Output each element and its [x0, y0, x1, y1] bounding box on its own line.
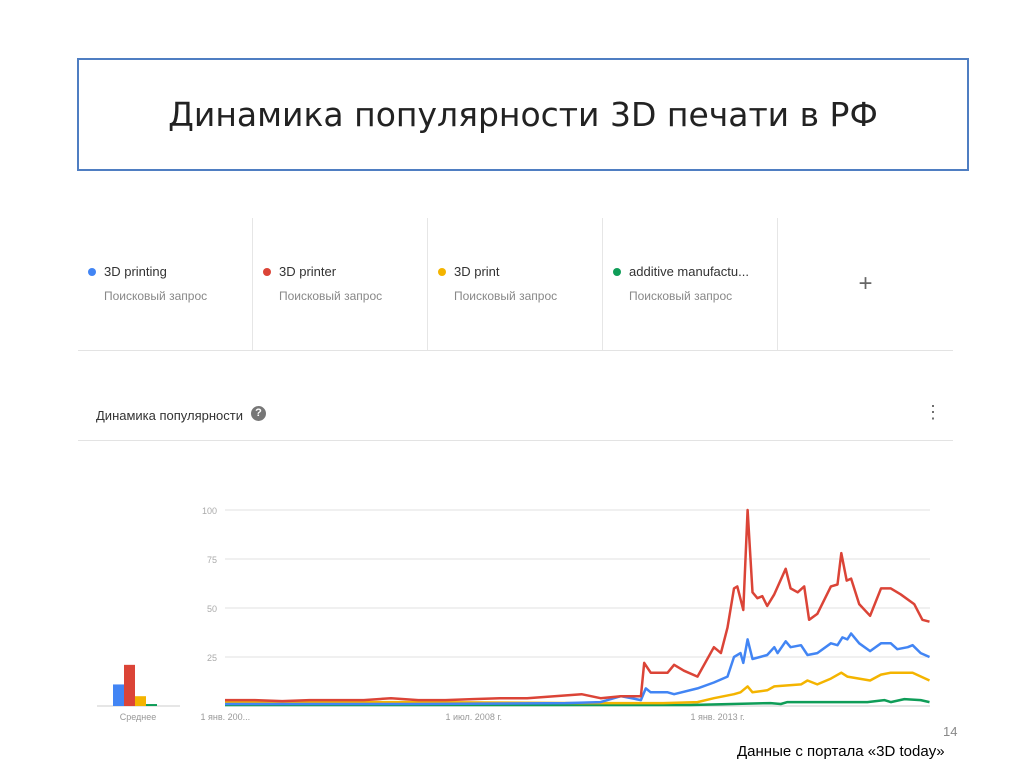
more-menu-icon[interactable]: ⋮ [924, 402, 942, 422]
term-card-additive-manufacturing[interactable]: additive manufactu... Поисковый запрос [603, 218, 778, 350]
source-footer: Данные с портала «3D today» [737, 743, 945, 760]
term-card-3d-printer[interactable]: 3D printer Поисковый запрос [253, 218, 428, 350]
panel-title: Динамика популярности [96, 408, 243, 423]
term-type: Поисковый запрос [454, 289, 558, 303]
term-type: Поисковый запрос [629, 289, 733, 303]
add-term-button[interactable]: + [858, 270, 873, 297]
x-tick-label: 1 янв. 200... [201, 712, 251, 722]
term-label: 3D printer [279, 264, 337, 279]
y-tick-label: 25 [207, 653, 217, 663]
series-line-3d-printing [225, 632, 931, 706]
average-bar-2 [135, 696, 146, 706]
average-label: Среднее [120, 712, 157, 722]
average-bar-3 [146, 704, 157, 706]
green-dot-icon [613, 267, 621, 276]
red-dot-icon [263, 267, 271, 276]
series-line-3d-printer [225, 508, 930, 703]
x-tick-label: 1 июл. 2008 г. [445, 712, 502, 722]
term-label: 3D print [454, 264, 500, 279]
term-type: Поисковый запрос [279, 289, 383, 303]
y-tick-label: 75 [207, 555, 217, 565]
page-number: 14 [943, 724, 958, 739]
slide-title: Динамика популярности 3D печати в РФ [168, 95, 878, 134]
term-label: 3D printing [104, 264, 167, 279]
panel-header: Динамика популярности ? ⋮ [78, 400, 953, 441]
yellow-dot-icon [438, 267, 446, 276]
y-tick-label: 50 [207, 604, 217, 614]
x-tick-label: 1 янв. 2013 г. [690, 712, 744, 722]
y-tick-label: 100 [202, 506, 217, 516]
average-bar-0 [113, 684, 124, 706]
term-card-3d-print[interactable]: 3D print Поисковый запрос [428, 218, 603, 350]
help-icon[interactable]: ? [251, 406, 266, 421]
blue-dot-icon [88, 267, 96, 276]
search-terms-row: 3D printing Поисковый запрос 3D printer … [78, 218, 953, 351]
term-card-3d-printing[interactable]: 3D printing Поисковый запрос [78, 218, 253, 350]
series-line-3d-print [225, 671, 931, 705]
average-bar-1 [124, 664, 135, 706]
title-box: Динамика популярности 3D печати в РФ [77, 58, 969, 171]
term-label: additive manufactu... [629, 264, 749, 279]
series-line-additive-manufactu- [225, 697, 930, 707]
term-type: Поисковый запрос [104, 289, 208, 303]
